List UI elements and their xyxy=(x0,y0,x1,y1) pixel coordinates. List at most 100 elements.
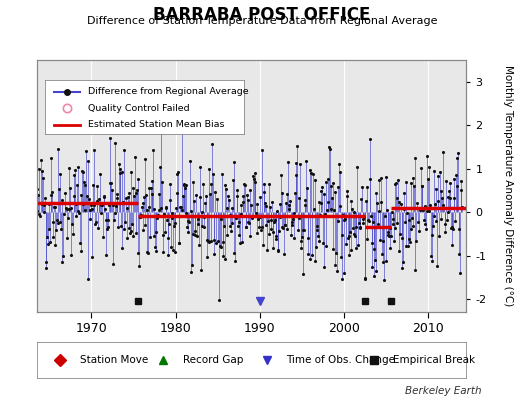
Point xyxy=(55,186,63,192)
Point xyxy=(274,248,282,254)
Point xyxy=(314,233,322,239)
Point xyxy=(424,208,433,214)
Point xyxy=(278,190,286,196)
Point xyxy=(355,220,363,227)
Point xyxy=(114,224,122,230)
Point xyxy=(231,258,239,264)
Point xyxy=(108,202,117,208)
Point xyxy=(257,227,265,234)
Point xyxy=(180,180,189,187)
Point xyxy=(299,226,308,233)
Point xyxy=(159,232,167,238)
Point xyxy=(230,158,238,165)
Point xyxy=(257,146,266,153)
Point xyxy=(287,219,296,225)
Point xyxy=(368,264,377,270)
Point xyxy=(354,242,363,248)
Point xyxy=(189,178,198,185)
Point xyxy=(428,258,436,264)
Point xyxy=(354,212,362,219)
Point xyxy=(306,167,314,174)
Point xyxy=(112,202,120,209)
Point xyxy=(140,222,149,229)
Point xyxy=(303,184,311,191)
Point xyxy=(147,190,156,197)
Point xyxy=(85,196,93,202)
Point xyxy=(258,224,267,230)
Point xyxy=(75,210,83,216)
Point xyxy=(421,202,430,209)
Point xyxy=(241,182,249,188)
Point xyxy=(279,225,287,231)
Point xyxy=(126,168,135,175)
Point xyxy=(427,232,435,238)
Text: Berkeley Earth: Berkeley Earth xyxy=(406,386,482,396)
Point xyxy=(42,264,51,271)
Point xyxy=(150,232,159,239)
Point xyxy=(219,239,227,245)
Point xyxy=(323,176,332,182)
Point xyxy=(113,194,122,201)
Point xyxy=(34,192,42,198)
Point xyxy=(363,236,372,242)
Point xyxy=(264,218,272,224)
Point xyxy=(223,205,231,212)
Point xyxy=(116,170,124,176)
Point xyxy=(261,200,269,206)
Point xyxy=(191,228,200,234)
Point xyxy=(271,236,280,242)
Point xyxy=(53,217,61,223)
Point xyxy=(115,161,123,168)
Point xyxy=(297,245,305,251)
Point xyxy=(384,232,392,238)
Point xyxy=(198,209,206,215)
Point xyxy=(445,194,454,201)
Point xyxy=(251,170,259,176)
Point xyxy=(448,242,456,249)
Point xyxy=(200,214,209,220)
Point xyxy=(401,179,410,186)
Point xyxy=(422,226,430,232)
Point xyxy=(341,216,350,222)
Point xyxy=(212,212,221,219)
Text: Difference from Regional Average: Difference from Regional Average xyxy=(89,87,249,96)
Point xyxy=(164,251,172,258)
Point xyxy=(357,196,365,202)
Point xyxy=(366,176,375,182)
Point xyxy=(196,193,204,200)
Point xyxy=(203,237,212,244)
Point xyxy=(49,234,57,240)
Point xyxy=(188,262,196,268)
Point xyxy=(454,226,463,232)
Point xyxy=(423,153,432,160)
Point xyxy=(432,186,441,192)
Point xyxy=(255,224,263,230)
Point xyxy=(359,220,367,226)
Point xyxy=(329,180,337,186)
Point xyxy=(187,269,195,275)
Point xyxy=(334,184,342,191)
Point xyxy=(214,237,222,244)
Point xyxy=(149,206,158,212)
Point xyxy=(408,214,416,221)
Point xyxy=(132,230,140,237)
Point xyxy=(337,276,346,282)
Text: Quality Control Failed: Quality Control Failed xyxy=(89,104,190,112)
Point xyxy=(111,210,119,217)
Point xyxy=(144,250,152,256)
Point xyxy=(392,179,400,186)
Point xyxy=(145,204,153,211)
Point xyxy=(106,180,114,186)
Point xyxy=(244,219,253,226)
Point xyxy=(429,213,438,220)
Point xyxy=(301,202,309,208)
Point xyxy=(412,238,420,244)
Point xyxy=(397,234,406,241)
Point xyxy=(221,255,230,262)
Point xyxy=(376,237,384,243)
Point xyxy=(435,233,443,239)
Point xyxy=(157,126,166,133)
Point xyxy=(51,204,60,211)
Point xyxy=(261,203,270,210)
Point xyxy=(411,155,419,161)
